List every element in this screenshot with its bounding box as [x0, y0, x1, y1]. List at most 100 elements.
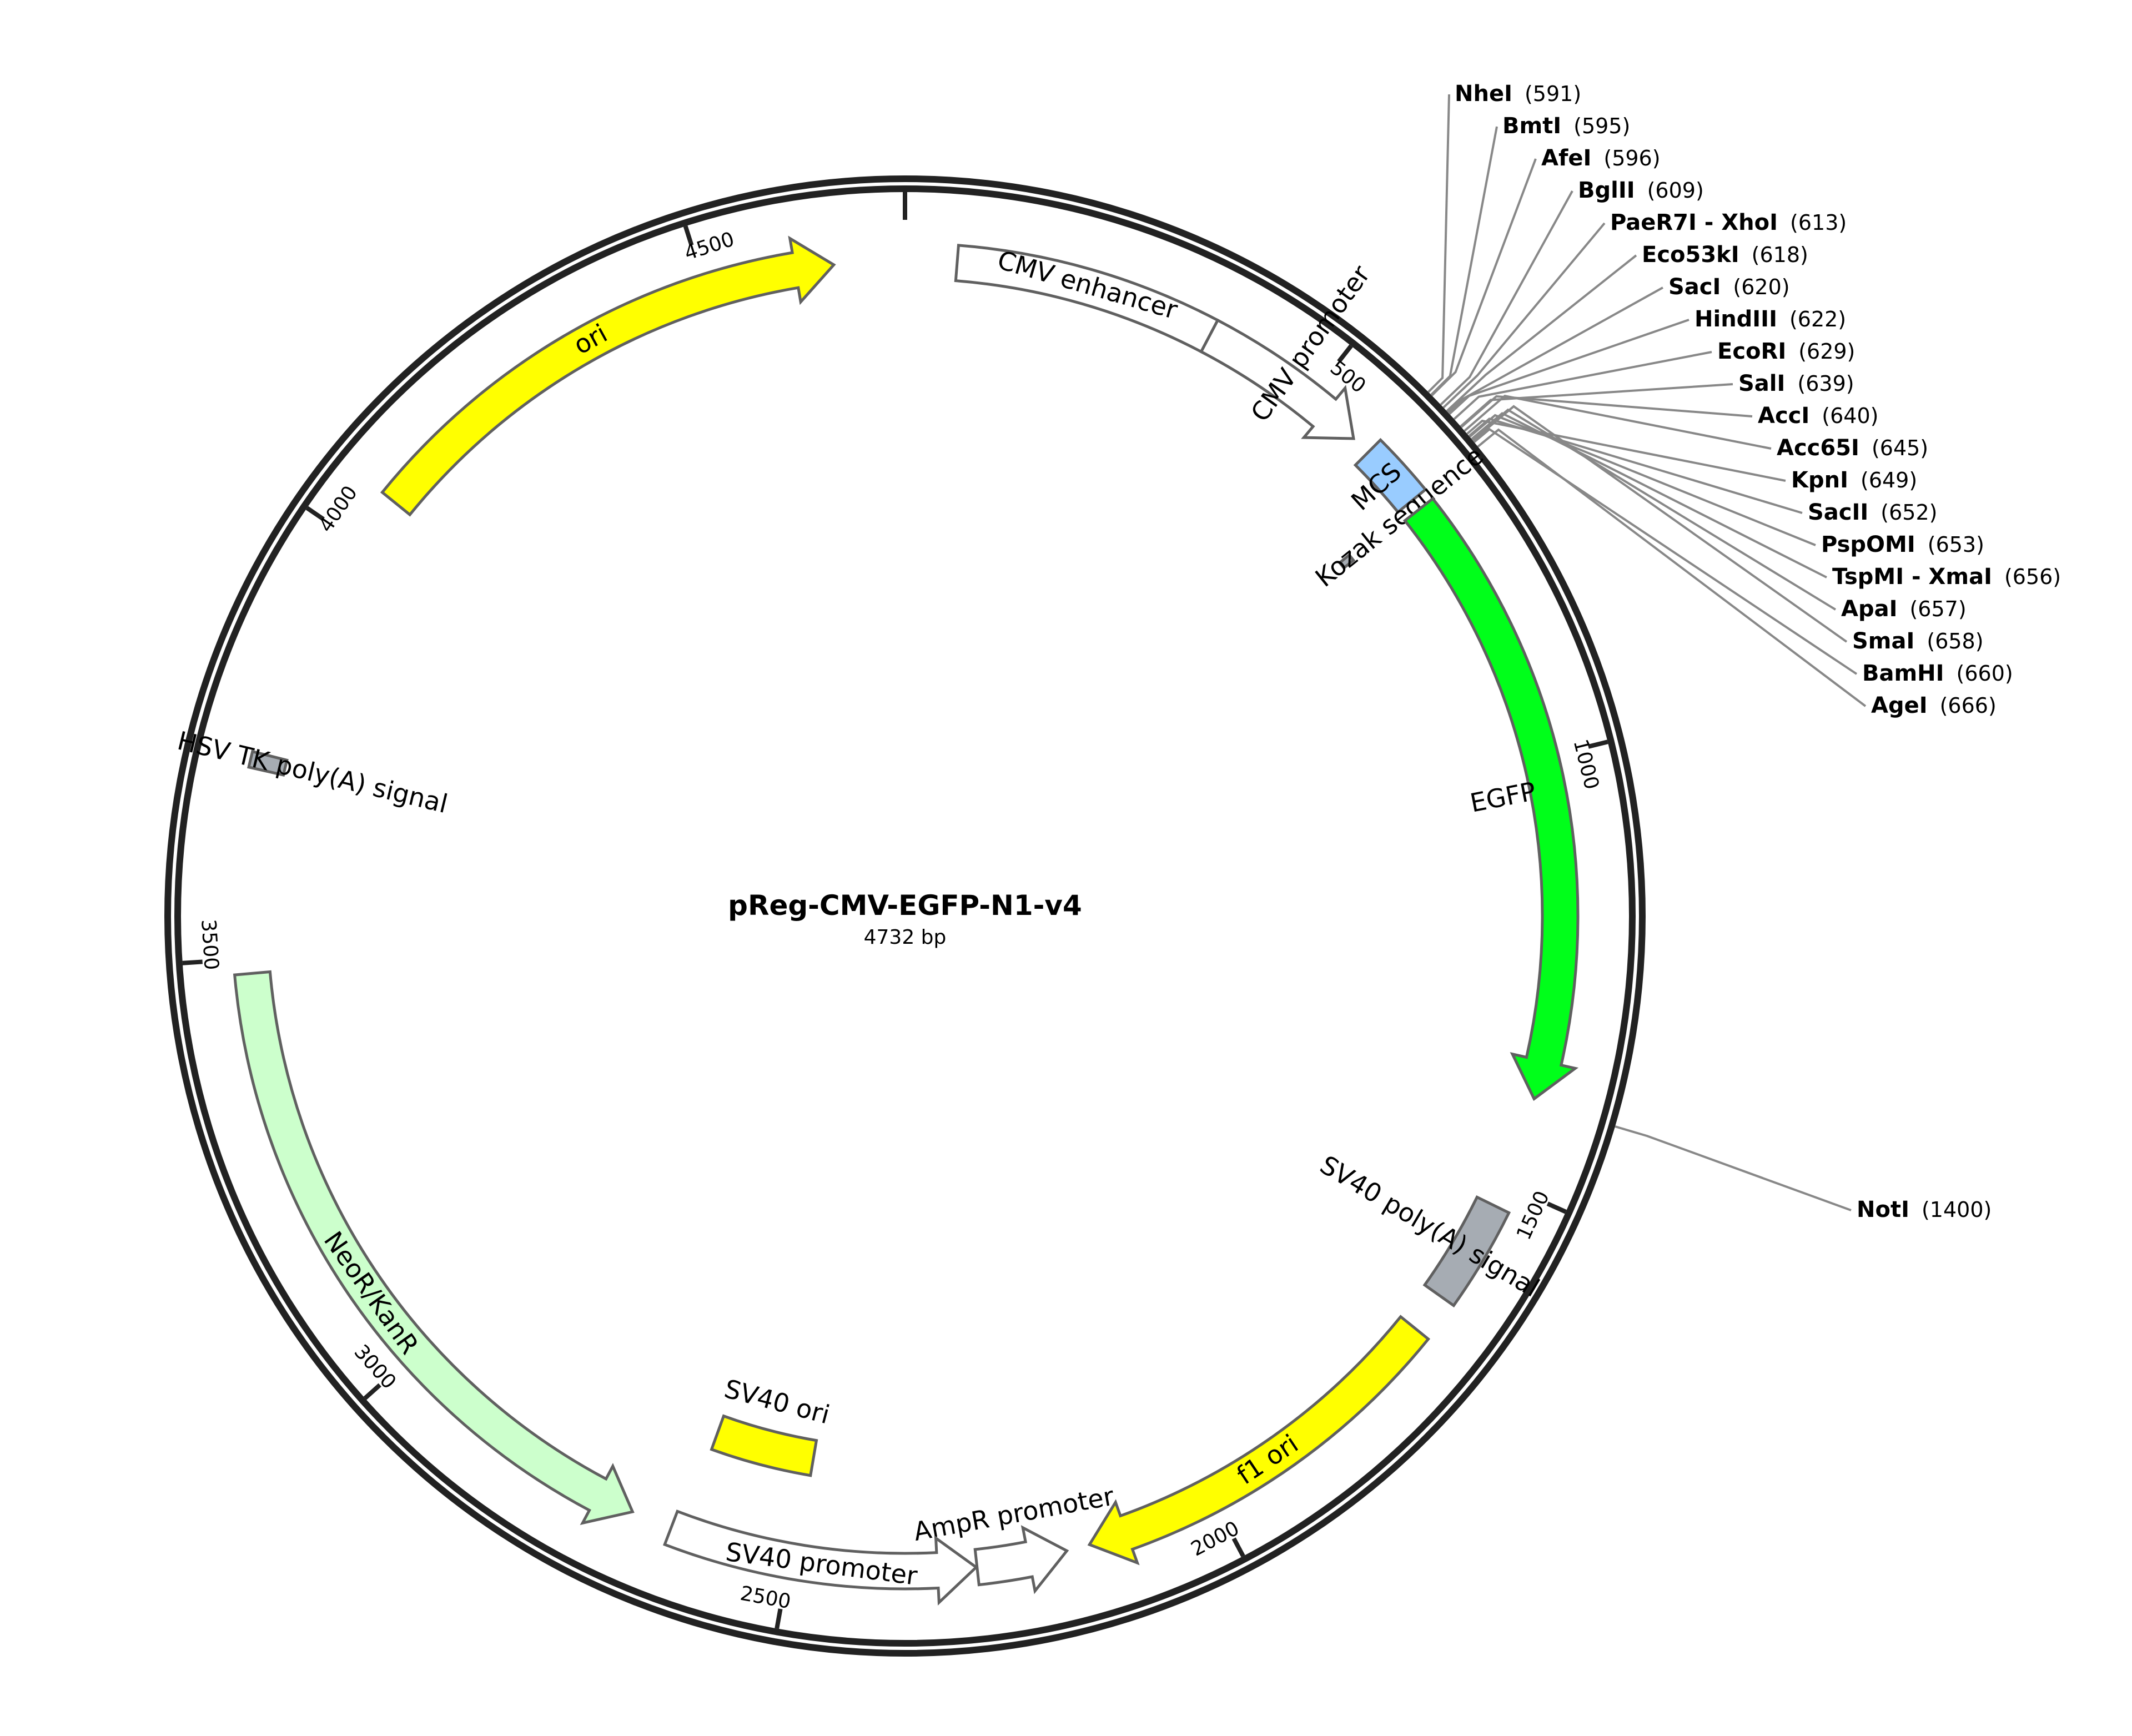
site-leader-line: [1453, 351, 1712, 420]
ori-shape: [380, 235, 836, 517]
feature-ori[interactable]: ori: [380, 235, 836, 517]
site-agei[interactable]: AgeI (666): [1477, 428, 1997, 718]
site-label: BglII (609): [1578, 178, 1704, 203]
site-label: KpnI (649): [1791, 467, 1917, 493]
site-afei[interactable]: AfeI (596): [1431, 145, 1661, 396]
tick-label: 2500: [738, 1582, 792, 1614]
site-label: SacII (652): [1808, 500, 1937, 525]
site-label: AgeI (666): [1871, 693, 1997, 718]
center-labels: pReg-CMV-EGFP-N1-v4 4732 bp: [728, 889, 1082, 949]
feature-sv40-polya[interactable]: SV40 poly(A) signal: [1315, 1150, 1545, 1308]
tick-mark: [1231, 1537, 1245, 1557]
site-name: NotI: [1857, 1197, 1909, 1222]
site-label: HindIII (622): [1694, 306, 1846, 332]
feature-neor-kanr[interactable]: NeoR/KanR: [233, 970, 635, 1526]
site-name: Acc65I: [1777, 435, 1859, 461]
site-name: KpnI: [1791, 467, 1848, 493]
site-position: (652): [1880, 500, 1937, 525]
tick-label: 4000: [315, 482, 363, 537]
site-tspmi-xmai[interactable]: TspMI - XmaI (656): [1471, 412, 2061, 590]
neor-kanr-label: NeoR/KanR: [318, 1226, 425, 1360]
tick-mark: [775, 1608, 783, 1629]
restriction-sites: NheI (591) BmtI (595) AfeI (596) BglII (609) Pae…: [1427, 81, 2061, 1222]
ampr-promoter-shape: [973, 1525, 1069, 1594]
site-ecori[interactable]: EcoRI (629): [1453, 339, 1855, 420]
hsv-tk-polya-shape: [247, 749, 289, 777]
plasmid-name: pReg-CMV-EGFP-N1-v4: [728, 889, 1082, 922]
site-name: NheI: [1455, 81, 1512, 107]
site-bglii[interactable]: BglII (609): [1440, 178, 1704, 406]
site-position: (613): [1790, 210, 1847, 235]
site-pspomi[interactable]: PspOMI (653): [1469, 414, 1984, 557]
site-acc65i[interactable]: Acc65I (645): [1464, 395, 1928, 461]
site-leader-line: [1442, 222, 1606, 409]
feature-hsv-tk-polya[interactable]: HSV TK poly(A) signal: [174, 726, 450, 819]
site-nhei[interactable]: NheI (591): [1427, 81, 1582, 393]
site-paer7i-xhoi[interactable]: PaeR7I - XhoI (613): [1442, 210, 1847, 409]
tick-mark: [683, 225, 694, 246]
site-leader-line: [1464, 395, 1772, 450]
site-leader-line: [1460, 395, 1753, 428]
site-name: SacI: [1668, 274, 1721, 300]
site-label: AccI (640): [1758, 403, 1878, 429]
site-leader-line: [1472, 405, 1848, 643]
site-noti[interactable]: NotI (1400): [1615, 1125, 1992, 1222]
site-name: SmaI: [1852, 628, 1914, 654]
site-name: PspOMI: [1821, 532, 1915, 557]
site-label: SmaI (658): [1852, 628, 1984, 654]
feature-sv40-ori[interactable]: SV40 ori: [710, 1373, 833, 1477]
tick-mark: [1587, 739, 1608, 749]
site-leader-line: [1469, 414, 1816, 546]
site-hindiii[interactable]: HindIII (622): [1449, 306, 1846, 415]
site-position: (622): [1789, 307, 1846, 331]
plasmid-backbone-ring: [164, 175, 1646, 1657]
site-position: (609): [1647, 178, 1704, 203]
site-saci[interactable]: SacI (620): [1447, 274, 1790, 414]
site-label: Eco53kI (618): [1642, 242, 1808, 268]
site-eco53ki[interactable]: Eco53kI (618): [1446, 242, 1808, 412]
site-name: HindIII: [1694, 306, 1777, 332]
site-acci[interactable]: AccI (640): [1460, 395, 1878, 429]
sv40-polya-shape: [1422, 1195, 1511, 1308]
site-leader-line: [1446, 254, 1637, 412]
egfp-shape: [1402, 496, 1580, 1101]
f1-ori-shape: [1087, 1315, 1431, 1566]
ampr-promoter-label: AmpR promoter: [911, 1481, 1116, 1547]
site-label: BmtI (595): [1502, 113, 1630, 139]
tick-mark: [1546, 1201, 1567, 1214]
site-leader-line: [1477, 428, 1867, 707]
site-leader-line: [1447, 286, 1663, 414]
site-leader-line: [1466, 419, 1786, 482]
site-label: SalI (639): [1738, 371, 1854, 396]
site-leader-line: [1427, 94, 1450, 393]
site-name: Eco53kI: [1642, 242, 1739, 268]
site-label: Acc65I (645): [1777, 435, 1928, 461]
site-position: (629): [1798, 339, 1855, 364]
backbone-inner-strand: [174, 185, 1636, 1647]
site-label: EcoRI (629): [1717, 339, 1855, 364]
tick-mark: [182, 959, 203, 965]
site-leader-line: [1468, 417, 1803, 514]
cmv-promoter-shape: [1199, 318, 1355, 440]
site-bamhi[interactable]: BamHI (660): [1473, 427, 2013, 686]
site-leader-line: [1440, 190, 1573, 406]
site-leader-line: [1473, 427, 1858, 675]
site-bmti[interactable]: BmtI (595): [1430, 113, 1631, 396]
site-leader-line: [1449, 319, 1689, 415]
site-label: AfeI (596): [1541, 145, 1661, 171]
site-label: TspMI - XmaI (656): [1832, 564, 2061, 590]
feature-cmv-enhancer[interactable]: CMV enhancer: [954, 244, 1220, 354]
site-kpni[interactable]: KpnI (649): [1466, 419, 1917, 493]
backbone-outer-strand: [164, 175, 1646, 1657]
hsv-tk-polya-label: HSV TK poly(A) signal: [174, 726, 450, 819]
site-label: NheI (591): [1455, 81, 1581, 107]
site-label: PaeR7I - XhoI (613): [1610, 210, 1847, 235]
site-leader-line: [1615, 1125, 1852, 1211]
site-name: BmtI: [1502, 113, 1561, 139]
site-position: (620): [1733, 275, 1789, 299]
site-position: (653): [1928, 532, 1984, 557]
tick-label: 500: [1326, 356, 1370, 398]
site-smai[interactable]: SmaI (658): [1472, 405, 1984, 654]
feature-f1-ori[interactable]: f1 ori: [1087, 1315, 1431, 1566]
